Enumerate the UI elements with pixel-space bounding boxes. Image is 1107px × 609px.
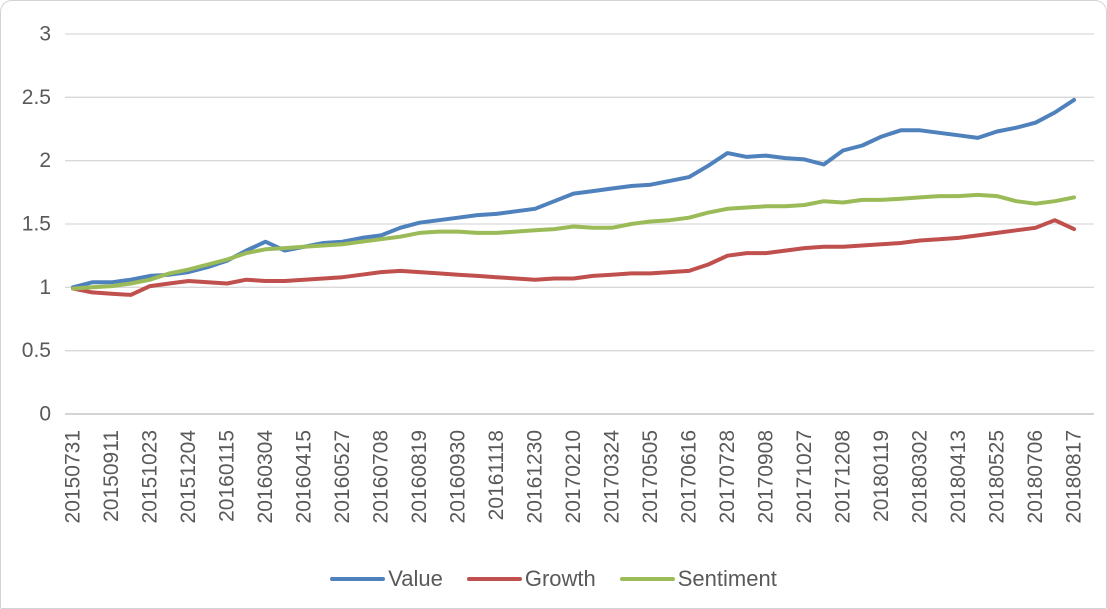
x-axis-tick-label: 20170324 — [601, 430, 624, 524]
y-axis-tick-label: 1 — [39, 276, 51, 299]
y-axis-tick-label: 3 — [39, 23, 51, 46]
x-axis-tick-label: 20170908 — [755, 430, 778, 523]
y-axis-tick-label: 2.5 — [22, 86, 51, 109]
series-line-growth — [71, 218, 1076, 297]
x-axis-tick-label: 20180525 — [986, 430, 1009, 523]
x-axis-tick-label: 20170728 — [716, 430, 739, 523]
x-axis-tick-label: 20171027 — [793, 430, 816, 523]
legend-swatch-growth-line — [466, 576, 522, 582]
y-axis-tick-label: 0.5 — [22, 339, 51, 362]
x-axis-tick-label: 20180413 — [947, 430, 970, 523]
legend-label-growth: Growth — [524, 566, 596, 591]
legend-label-sentiment: Sentiment — [677, 566, 777, 591]
x-axis-tick-label: 20151204 — [177, 430, 200, 524]
x-axis-tick-label: 20150731 — [62, 430, 85, 523]
y-axis-tick-label: 1.5 — [22, 213, 51, 236]
x-axis-tick-label: 20180119 — [870, 430, 893, 522]
x-axis-tick-label: 20160819 — [408, 430, 431, 523]
series-line-sentiment — [71, 192, 1076, 291]
x-axis-tick-label: 20151023 — [139, 430, 162, 523]
x-axis-tick-label: 20170505 — [639, 430, 662, 523]
x-axis-tick-label: 20180817 — [1063, 430, 1086, 523]
legend-item-value: Value — [330, 568, 443, 590]
x-axis-tick-label: 20161118 — [485, 430, 508, 520]
x-axis-tick-label: 20180706 — [1024, 430, 1047, 523]
y-axis-tick-label: 0 — [39, 403, 51, 426]
x-axis-tick-label: 20150911 — [100, 430, 123, 522]
x-axis-tick-label: 20170210 — [562, 430, 585, 523]
legend-item-growth: Growth — [466, 566, 596, 591]
x-axis-tick-label: 20160415 — [293, 430, 316, 523]
legend-label-value: Value — [388, 566, 443, 591]
legend-item-sentiment: Sentiment — [619, 566, 777, 591]
legend-swatch-value-line — [330, 576, 386, 582]
legend-swatch-sentiment-line — [619, 576, 675, 582]
x-axis-tick-label: 20161230 — [524, 430, 547, 523]
x-axis-tick-label: 20170616 — [678, 430, 701, 523]
x-axis-tick-label: 20160930 — [447, 430, 470, 523]
x-axis-tick-label: 20160304 — [254, 430, 277, 524]
y-axis-tick-label: 2 — [39, 149, 51, 172]
chart-legend: Value Growth Sentiment — [1, 559, 1106, 599]
x-axis-tick-label: 20160708 — [370, 430, 393, 523]
x-axis-tick-label: 20171208 — [832, 430, 855, 523]
x-axis-tick-label: 20160527 — [331, 430, 354, 523]
x-axis-tick-label: 20180302 — [909, 430, 932, 523]
x-axis-tick-label: 20160115 — [216, 430, 239, 522]
